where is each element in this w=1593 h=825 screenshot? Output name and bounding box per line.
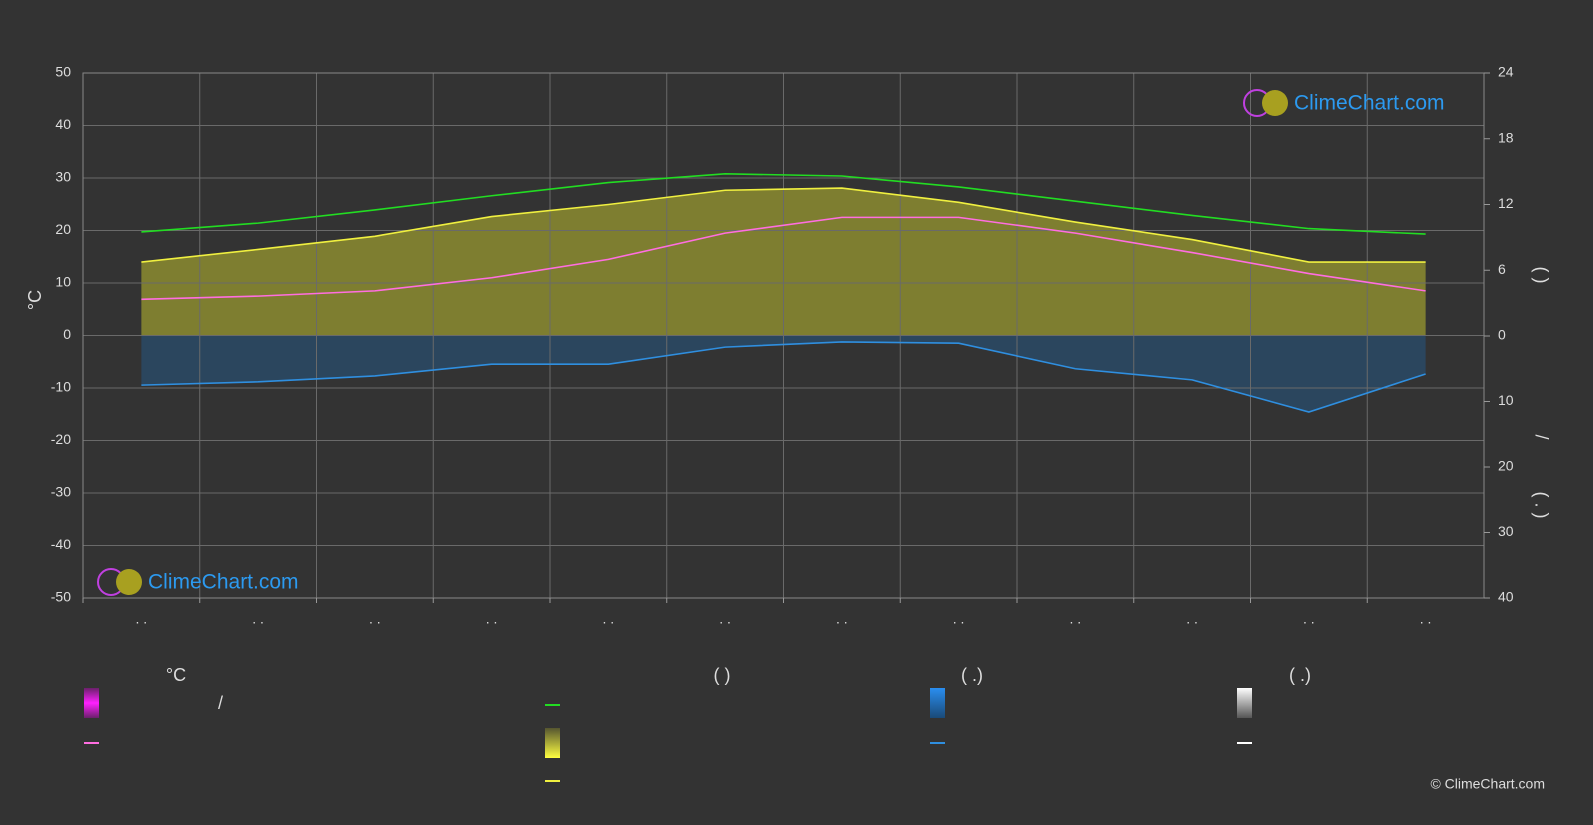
y3-tick-label: 10 xyxy=(1498,392,1514,408)
y-tick-label: -50 xyxy=(51,589,71,605)
series-line xyxy=(141,187,1426,263)
watermark: ClimeChart.com xyxy=(148,571,299,594)
y-tick-label: 50 xyxy=(55,64,71,80)
x-tick-label: . . xyxy=(953,611,965,627)
logo-sun xyxy=(116,569,142,595)
x-tick-label: . . xyxy=(369,611,381,627)
y-tick-label: 0 xyxy=(63,326,71,342)
legend-header: ( ) xyxy=(714,665,731,685)
y3-tick-label: 40 xyxy=(1498,589,1514,605)
y2-tick-label: 12 xyxy=(1498,195,1514,211)
right-axis-title: ( . ) xyxy=(1531,492,1551,519)
y3-tick-label: 20 xyxy=(1498,458,1514,474)
y2-tick-label: 18 xyxy=(1498,129,1514,145)
series-line xyxy=(141,173,1426,235)
copyright: © ClimeChart.com xyxy=(1430,776,1545,792)
x-tick-label: . . xyxy=(136,611,148,627)
watermark: ClimeChart.com xyxy=(1294,92,1445,115)
x-tick-label: . . xyxy=(486,611,498,627)
x-tick-label: . . xyxy=(719,611,731,627)
y-axis-title: °C xyxy=(25,290,45,310)
legend-header: ( .) xyxy=(1289,665,1311,685)
y-tick-label: 30 xyxy=(55,169,71,185)
series-line xyxy=(141,216,1426,301)
logo-sun xyxy=(1262,90,1288,116)
legend-swatch xyxy=(84,688,99,718)
right-axis-title: ( ) xyxy=(1531,267,1551,284)
y-tick-label: -30 xyxy=(51,484,71,500)
series-line xyxy=(141,341,1426,413)
x-tick-label: . . xyxy=(603,611,615,627)
x-tick-label: . . xyxy=(1303,611,1315,627)
x-tick-label: . . xyxy=(252,611,264,627)
y-tick-label: -10 xyxy=(51,379,71,395)
legend-swatch xyxy=(1237,688,1252,718)
logo-bottom: ClimeChart.com xyxy=(97,568,299,596)
y2-tick-label: 0 xyxy=(1498,327,1506,343)
logo-top: ClimeChart.com xyxy=(1243,89,1445,117)
right-axis-title: / xyxy=(1531,434,1551,439)
x-tick-label: . . xyxy=(1070,611,1082,627)
x-tick-label: . . xyxy=(1186,611,1198,627)
legend-header: °C xyxy=(166,665,186,685)
legend-text: / xyxy=(218,693,223,713)
y3-tick-label: 30 xyxy=(1498,523,1514,539)
y-tick-label: -20 xyxy=(51,431,71,447)
area xyxy=(141,336,1426,412)
y-tick-label: 20 xyxy=(55,221,71,237)
y-tick-label: 40 xyxy=(55,116,71,132)
legend-header: ( .) xyxy=(961,665,983,685)
y2-tick-label: 6 xyxy=(1498,261,1506,277)
x-tick-label: . . xyxy=(1420,611,1432,627)
y-tick-label: -40 xyxy=(51,536,71,552)
legend-swatch xyxy=(930,688,945,718)
y2-tick-label: 24 xyxy=(1498,64,1514,80)
legend-swatch xyxy=(545,728,560,758)
x-tick-label: . . xyxy=(836,611,848,627)
y-tick-label: 10 xyxy=(55,274,71,290)
